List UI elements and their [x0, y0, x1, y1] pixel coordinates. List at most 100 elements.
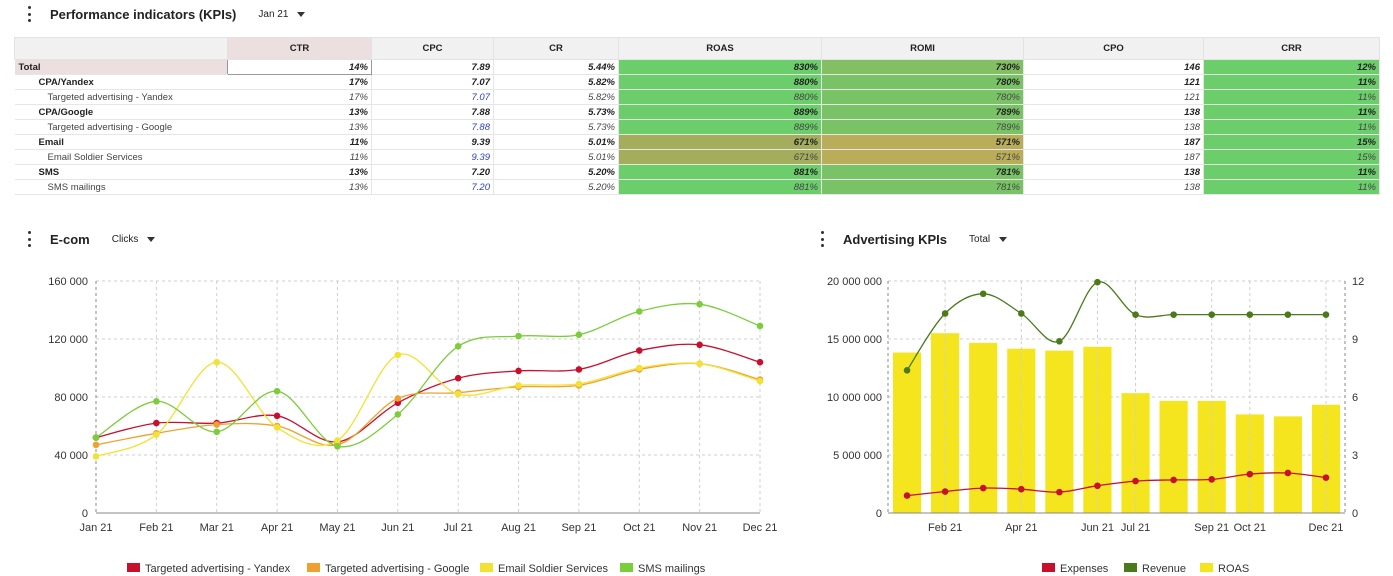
kpi-cell-ctr: 14% [227, 59, 372, 75]
kpi-row-label: SMS mailings [14, 179, 228, 195]
kpi-cell-cr: 5.20% [493, 164, 619, 180]
kpi-cell-roas: 880% [618, 74, 822, 90]
legend-label: ROAS [1218, 563, 1249, 575]
x-tick-label: Feb 21 [139, 522, 173, 534]
ecom-metric-dropdown[interactable]: Clicks [112, 234, 156, 245]
y-left-tick-label: 5 000 000 [833, 450, 882, 462]
data-point [575, 331, 583, 338]
data-point [394, 395, 402, 402]
ads-segment-dropdown[interactable]: Total [969, 233, 1008, 245]
data-point [903, 492, 911, 499]
data-point [153, 419, 160, 427]
kpi-row[interactable]: Email 11% 9.39 5.01% 671% 571% 187 15% [14, 134, 1380, 150]
data-point [273, 412, 281, 420]
kpi-cell-ctr: 13% [227, 104, 372, 120]
y-right-tick-label: 3 [1352, 450, 1358, 462]
kpi-menu-icon[interactable] [24, 6, 34, 22]
data-point [756, 377, 764, 385]
kpi-cell-cpc: 7.88 [371, 119, 494, 135]
data-point [1208, 311, 1216, 318]
x-tick-label: Dec 21 [1309, 522, 1344, 534]
kpi-row[interactable]: Email Soldier Services 11% 9.39 5.01% 671% 57… [14, 149, 1380, 165]
y-left-tick-label: 20 000 000 [827, 276, 882, 288]
kpi-cell-romi: 780% [821, 74, 1024, 90]
kpi-row[interactable]: SMS mailings 13% 7.20 5.20% 881% 781% 138 11% [14, 179, 1380, 195]
x-tick-label: Jun 21 [381, 522, 414, 534]
ads-menu-icon[interactable] [817, 231, 827, 247]
kpi-col-header[interactable]: CPO [1023, 37, 1204, 60]
data-point [635, 364, 643, 372]
kpi-cell-romi: 780% [821, 89, 1024, 105]
data-point [979, 484, 987, 492]
kpi-cell-crr: 11% [1203, 74, 1380, 90]
legend-label: Expenses [1060, 563, 1109, 575]
data-point [1208, 476, 1216, 483]
kpi-period-dropdown[interactable]: Jan 21 [258, 9, 306, 20]
data-point [213, 421, 221, 428]
kpi-cell-cpc: 7.07 [371, 89, 494, 105]
data-point [575, 380, 583, 388]
ads-title: Advertising KPIs [843, 231, 948, 247]
x-tick-label: Apr 21 [1005, 522, 1037, 534]
data-point [153, 398, 160, 405]
kpi-cell-ctr: 13% [227, 164, 372, 180]
data-point [515, 382, 522, 389]
series-line [95, 362, 761, 447]
kpi-row[interactable]: Targeted advertising - Google 13% 7.88 5.73… [14, 119, 1380, 135]
kpi-row[interactable]: Total 14% 7.89 5.44% 830% 730% 146 12% [14, 59, 1380, 75]
kpi-row[interactable]: CPA/Yandex 17% 7.07 5.82% 880% 780% 121 11% [14, 74, 1380, 90]
data-point [92, 434, 100, 441]
data-point [213, 358, 221, 366]
roas-bar [892, 352, 922, 513]
data-point [213, 428, 221, 436]
kpi-cell-roas: 880% [618, 89, 822, 105]
kpi-row[interactable]: CPA/Google 13% 7.88 5.73% 889% 789% 138 11% [14, 104, 1380, 120]
legend-swatch [307, 563, 320, 572]
data-point [1094, 482, 1101, 490]
legend-swatch [127, 563, 140, 572]
kpi-cell-cpo: 138 [1023, 104, 1204, 120]
kpi-cell-roas: 671% [618, 149, 822, 165]
data-point [1246, 311, 1254, 318]
data-point [1322, 474, 1330, 481]
kpi-col-header[interactable]: CR [493, 37, 619, 60]
kpi-col-header[interactable]: ROAS [618, 37, 822, 60]
kpi-cell-cpo: 146 [1023, 59, 1204, 75]
kpi-col-header[interactable]: CRR [1203, 37, 1380, 60]
x-tick-label: May 21 [319, 522, 355, 534]
kpi-cell-cpo: 138 [1023, 164, 1204, 180]
kpi-col-header[interactable]: CTR [227, 37, 372, 60]
kpi-col-header[interactable]: ROMI [821, 37, 1024, 60]
kpi-col-header[interactable]: CPC [371, 37, 494, 60]
data-point [1132, 311, 1139, 318]
legend-label: Email Soldier Services [498, 563, 609, 575]
data-point [454, 390, 462, 398]
data-point [696, 341, 703, 349]
legend-label: Revenue [1142, 563, 1186, 575]
ads-kpi-chart: 0 5 000 000 10 000 000 15 000 000 20 000 000… [827, 276, 1364, 575]
y-tick-label: 80 000 [54, 392, 88, 404]
kpi-row[interactable]: SMS 13% 7.20 5.20% 881% 781% 138 11% [14, 164, 1380, 180]
kpi-cell-roas: 881% [618, 164, 822, 180]
chevron-down-icon [297, 11, 306, 17]
kpi-cell-cpc: 9.39 [371, 134, 494, 150]
kpi-row-label: Total [14, 59, 228, 75]
kpi-cell-roas: 889% [618, 119, 822, 135]
data-point [1017, 310, 1025, 317]
y-right-tick-label: 12 [1352, 276, 1364, 288]
kpi-cell-crr: 11% [1203, 119, 1380, 135]
data-point [454, 342, 462, 350]
kpi-row[interactable]: Targeted advertising - Yandex 17% 7.07 5.82… [14, 89, 1380, 105]
data-point [153, 431, 160, 438]
x-tick-label: Oct 21 [1234, 522, 1266, 534]
data-point [979, 290, 987, 298]
ads-segment-value: Total [969, 233, 991, 245]
kpi-row-label: Email [14, 134, 228, 150]
kpi-cell-ctr: 11% [227, 149, 372, 165]
ecom-menu-icon[interactable] [24, 231, 34, 247]
data-point [1056, 338, 1063, 345]
legend-label: Targeted advertising - Yandex [145, 563, 291, 575]
kpi-cell-roas: 671% [618, 134, 822, 150]
kpi-cell-ctr: 13% [227, 119, 372, 135]
ecom-metric-value: Clicks [111, 233, 139, 245]
